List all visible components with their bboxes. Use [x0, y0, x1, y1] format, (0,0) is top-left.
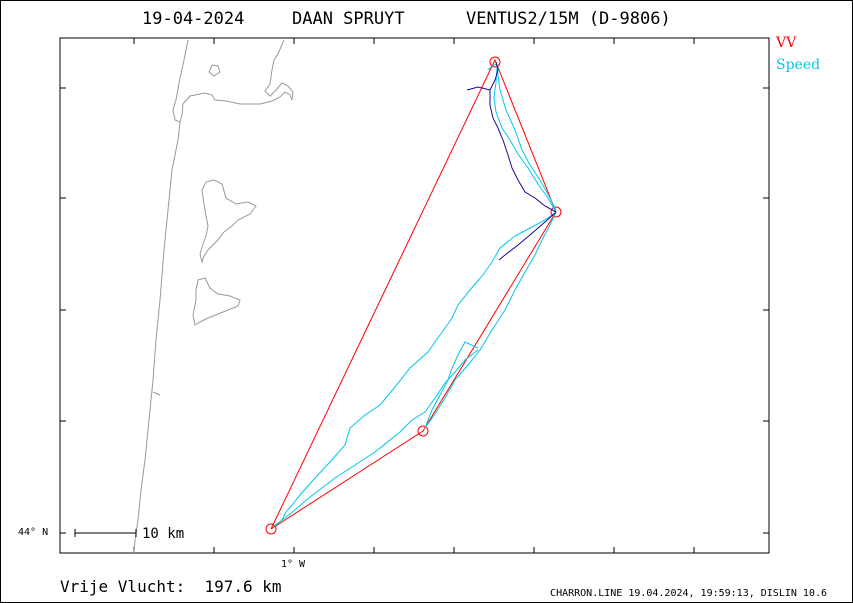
top-ticks [133, 38, 695, 44]
pilot-name: DAAN SPRUYT [292, 9, 405, 29]
turnpoint-start [265, 523, 277, 535]
coastline [133, 39, 294, 554]
legend-vv: VV [776, 35, 797, 51]
bottom-ticks [133, 547, 695, 553]
distance-summary: Vrije Vlucht: 197.6 km [60, 577, 282, 596]
longitude-label: 1° W [281, 559, 306, 570]
footer-info: CHARRON.LINE 19.04.2024, 19:59:13, DISLI… [550, 588, 827, 599]
distance-value: 197.6 km [204, 577, 282, 596]
flight-date: 19-04-2024 [142, 9, 245, 29]
left-ticks [60, 87, 66, 534]
right-ticks [763, 87, 769, 534]
scale-bar-label: 10 km [142, 526, 185, 542]
turnpoint-3 [550, 206, 562, 218]
turnpoint-4 [489, 56, 501, 68]
turnpoint-2 [417, 425, 429, 437]
plot-frame [59, 37, 770, 554]
scale-bar [74, 529, 137, 537]
task-route [265, 56, 562, 535]
legend-speed: Speed [776, 57, 821, 73]
glider-name: VENTUS2/15M (D-9806) [466, 9, 671, 29]
flight-track-slow [466, 61, 557, 261]
flight-track-fast [272, 63, 557, 528]
latitude-label: 44° N [18, 527, 49, 538]
distance-label: Vrije Vlucht: [60, 577, 186, 596]
